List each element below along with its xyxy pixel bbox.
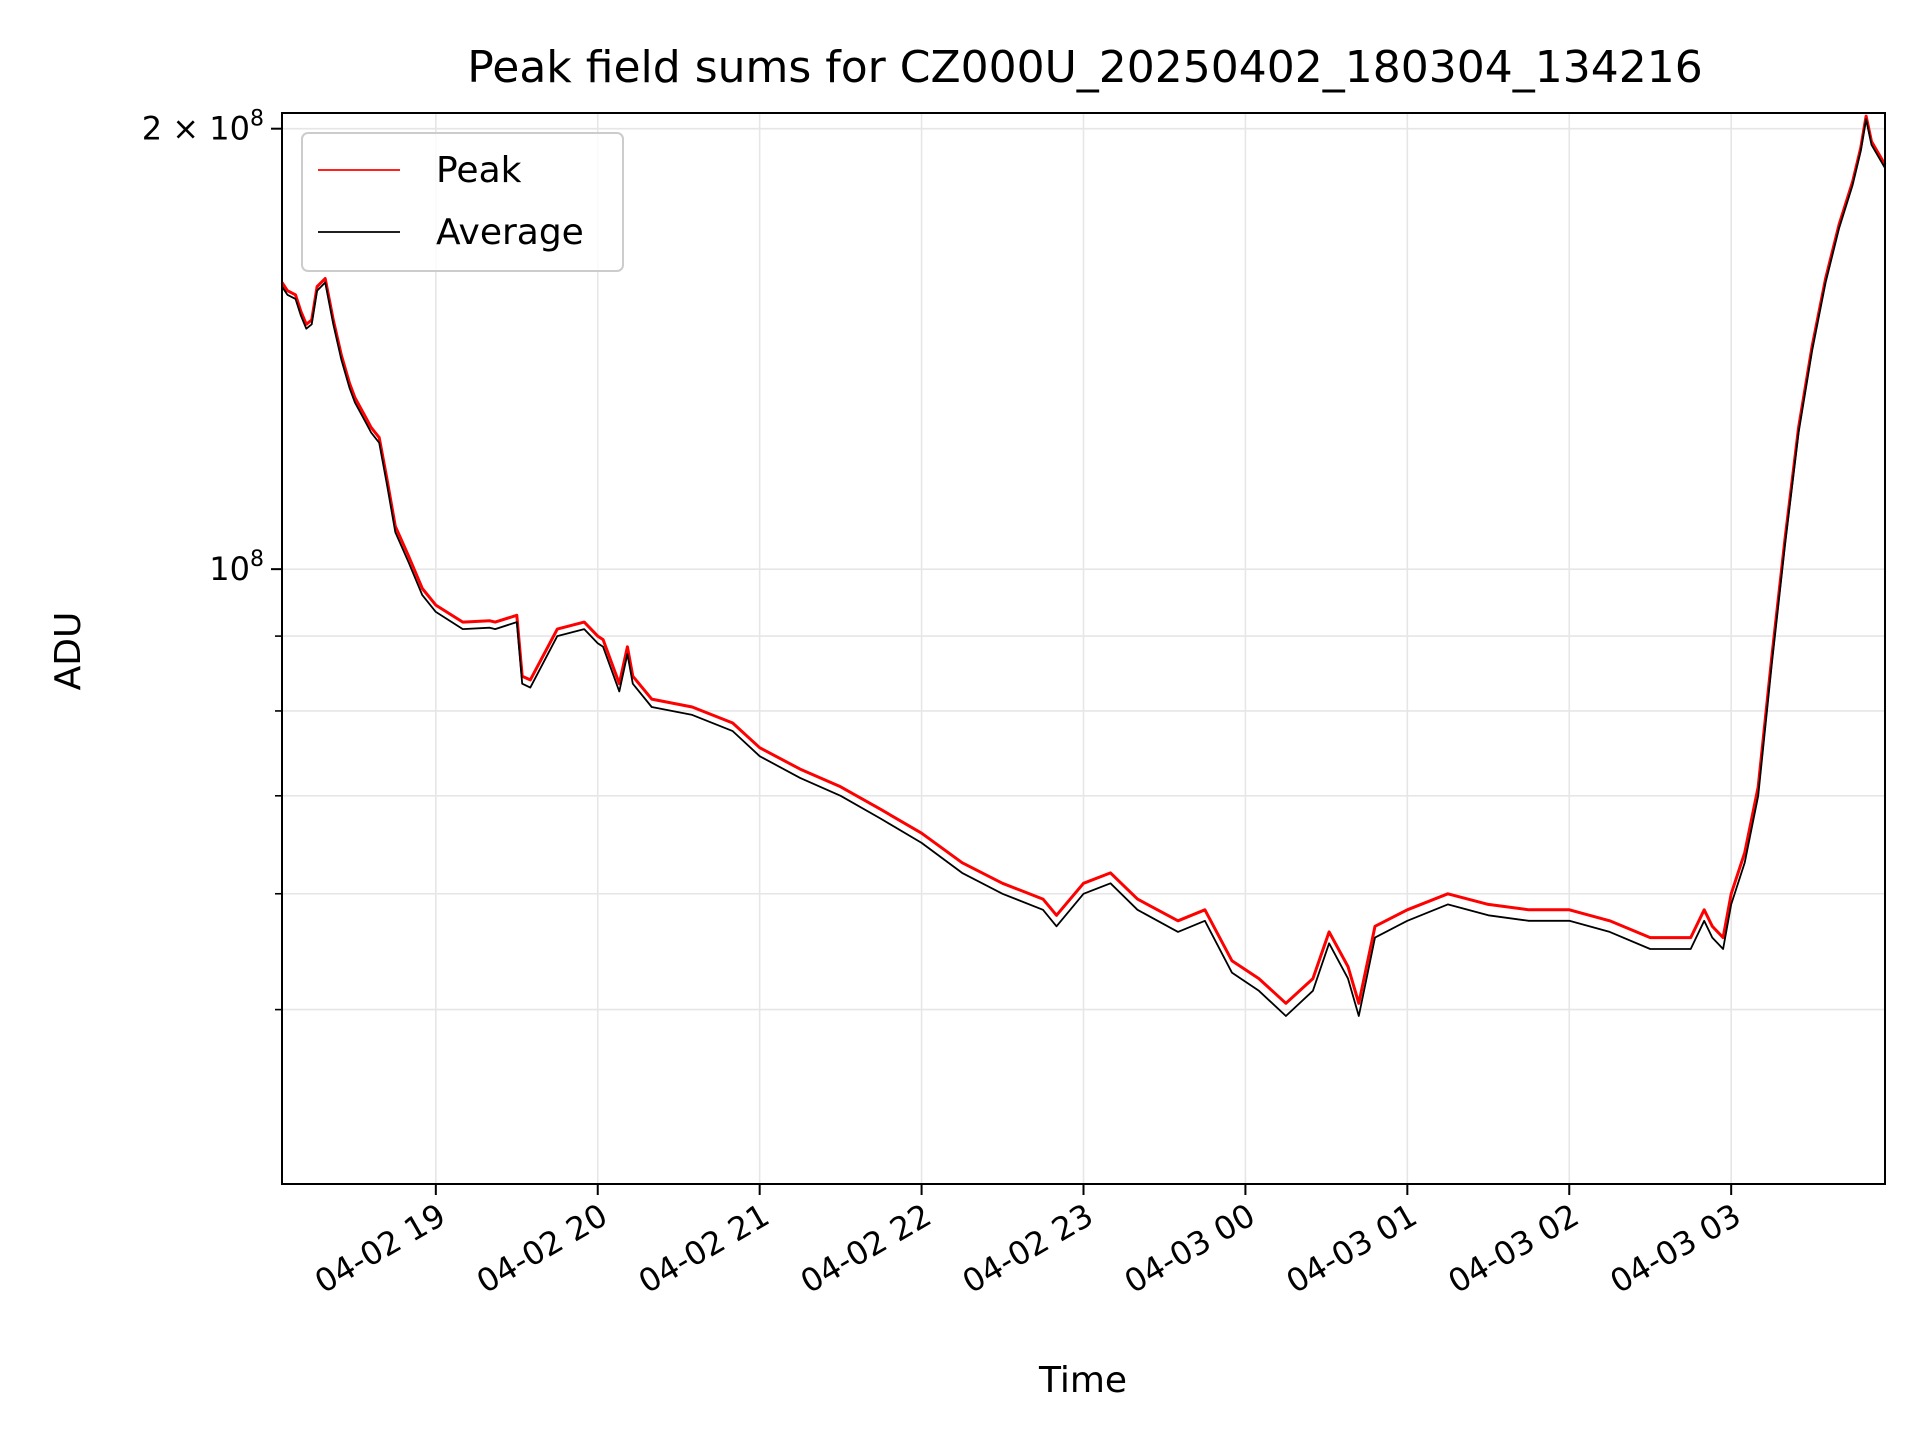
series-line-peak bbox=[280, 114, 1887, 1005]
y-tick-label-exponent: 8 bbox=[250, 107, 264, 132]
legend-box bbox=[301, 132, 624, 272]
x-axis-label: Time bbox=[1038, 1360, 1127, 1401]
y-tick-label-exponent: 8 bbox=[250, 547, 264, 572]
legend-label-average: Average bbox=[436, 212, 584, 253]
series-line-average bbox=[281, 118, 1886, 1017]
legend-label-peak: Peak bbox=[436, 150, 522, 191]
y-tick-label-base: 10 bbox=[209, 550, 250, 588]
chart-title: Peak field sums for CZ000U_20250402_1803… bbox=[467, 42, 1702, 93]
y-tick-label: 2 × 108 bbox=[142, 107, 264, 148]
y-tick-label: 108 bbox=[209, 547, 264, 588]
plot-lines bbox=[280, 114, 1887, 1017]
y-axis-label: ADU bbox=[48, 612, 89, 691]
legend: Peak Average bbox=[301, 132, 624, 272]
y-tick-label-base: 2 × 10 bbox=[142, 110, 250, 148]
grid-lines bbox=[282, 113, 1885, 1184]
